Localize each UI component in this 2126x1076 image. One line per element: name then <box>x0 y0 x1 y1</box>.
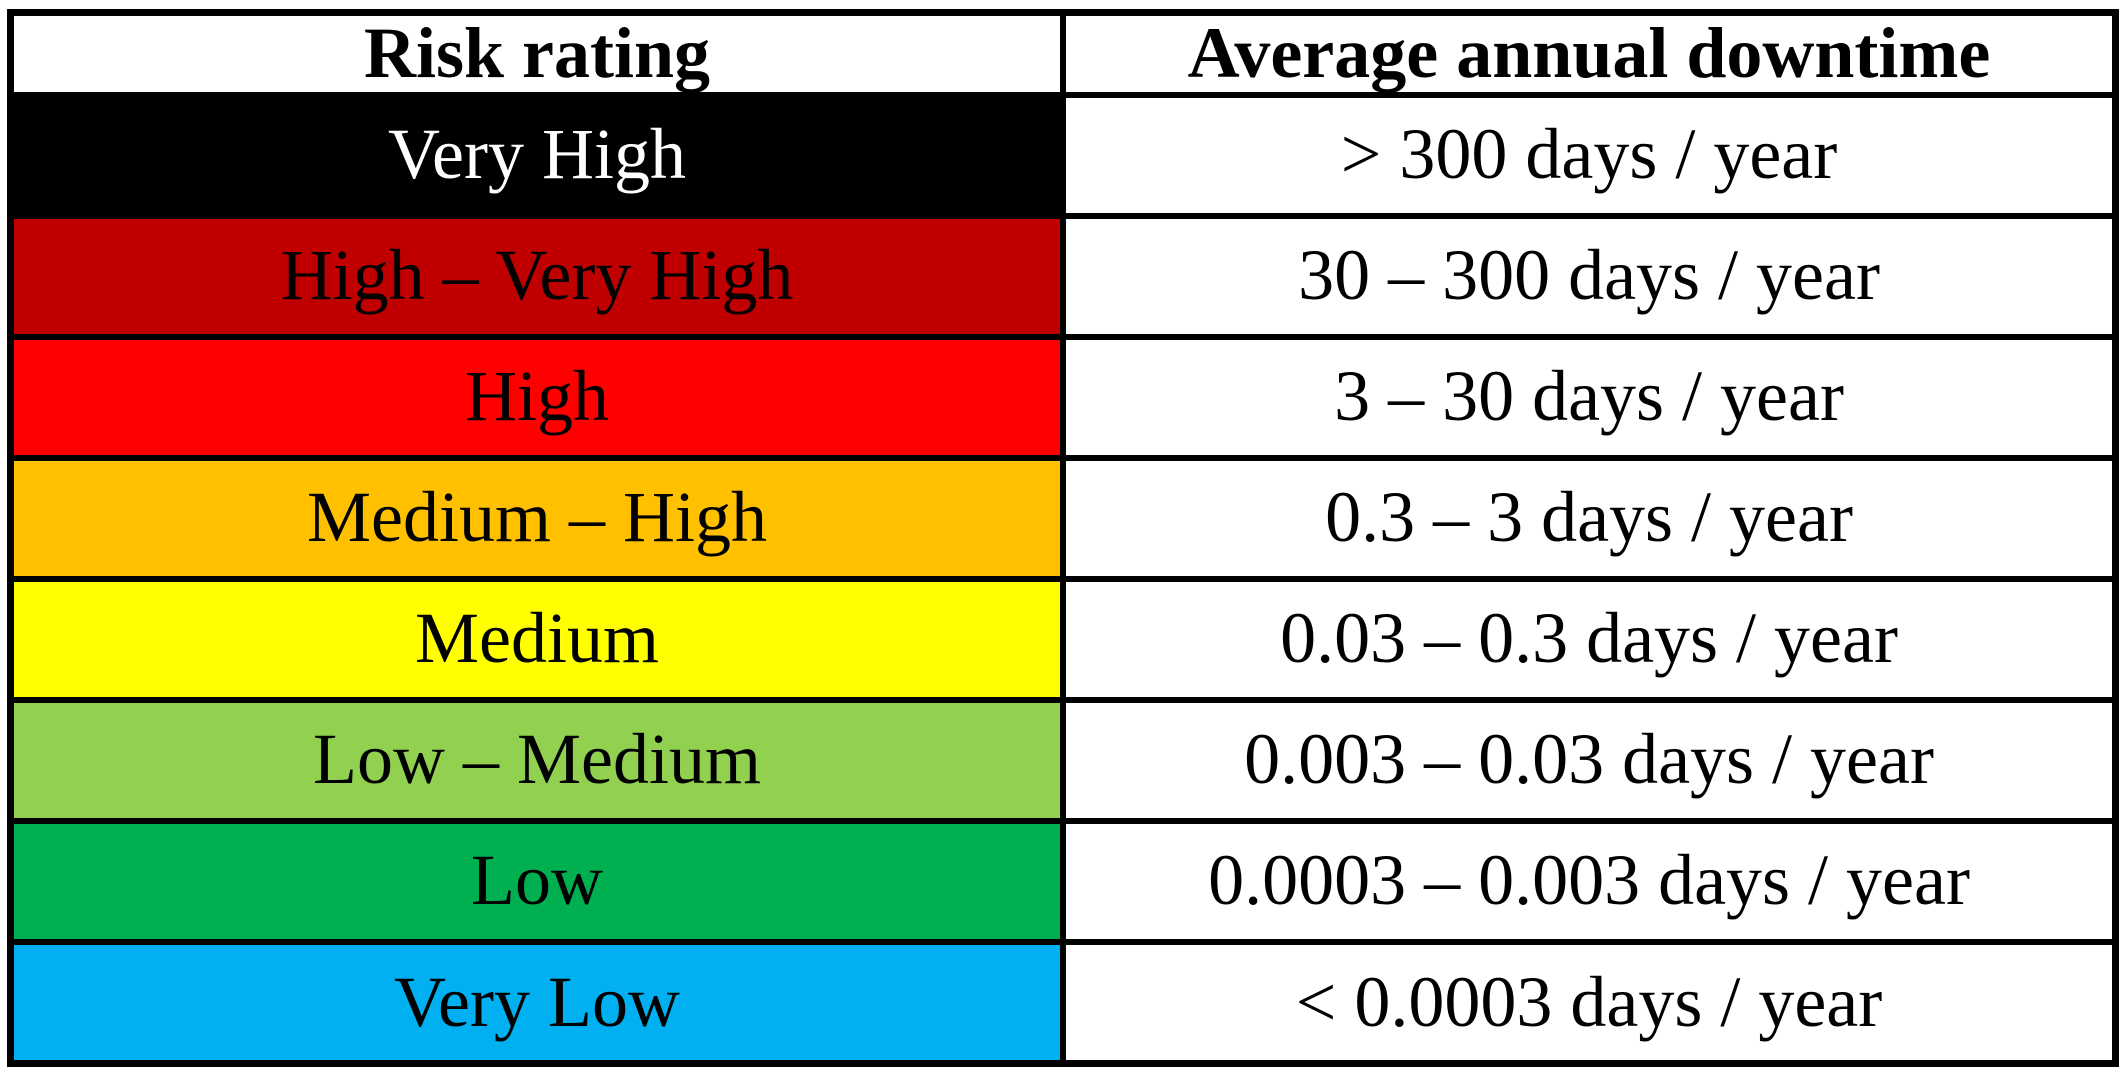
column-header-average-annual-downtime: Average annual downtime <box>1060 9 2119 98</box>
table-row: Medium 0.03 – 0.3 days / year <box>7 575 2119 703</box>
risk-rating-cell: Very Low <box>7 938 1066 1067</box>
risk-rating-cell: Medium <box>7 575 1066 703</box>
column-header-risk-rating: Risk rating <box>7 9 1066 98</box>
table-row: Low – Medium 0.003 – 0.03 days / year <box>7 696 2119 824</box>
downtime-cell: 0.0003 – 0.003 days / year <box>1060 817 2119 945</box>
table-row: High – Very High 30 – 300 days / year <box>7 212 2119 340</box>
risk-rating-cell: High – Very High <box>7 212 1066 340</box>
table-row: Medium – High 0.3 – 3 days / year <box>7 454 2119 582</box>
risk-rating-cell: High <box>7 333 1066 461</box>
risk-rating-table: Risk rating Average annual downtime Very… <box>7 9 2119 1067</box>
risk-rating-table-container: Risk rating Average annual downtime Very… <box>7 9 2119 1067</box>
risk-rating-cell: Very High <box>7 91 1066 219</box>
downtime-cell: 30 – 300 days / year <box>1060 212 2119 340</box>
risk-rating-cell: Medium – High <box>7 454 1066 582</box>
risk-rating-cell: Low <box>7 817 1066 945</box>
table-row: High 3 – 30 days / year <box>7 333 2119 461</box>
downtime-cell: 0.003 – 0.03 days / year <box>1060 696 2119 824</box>
risk-rating-cell: Low – Medium <box>7 696 1066 824</box>
downtime-cell: 0.03 – 0.3 days / year <box>1060 575 2119 703</box>
header-row: Risk rating Average annual downtime <box>7 9 2119 98</box>
table-row: Very Low < 0.0003 days / year <box>7 938 2119 1067</box>
downtime-cell: 0.3 – 3 days / year <box>1060 454 2119 582</box>
downtime-cell: 3 – 30 days / year <box>1060 333 2119 461</box>
table-row: Very High > 300 days / year <box>7 91 2119 219</box>
downtime-cell: < 0.0003 days / year <box>1060 938 2119 1067</box>
downtime-cell: > 300 days / year <box>1060 91 2119 219</box>
table-row: Low 0.0003 – 0.003 days / year <box>7 817 2119 945</box>
